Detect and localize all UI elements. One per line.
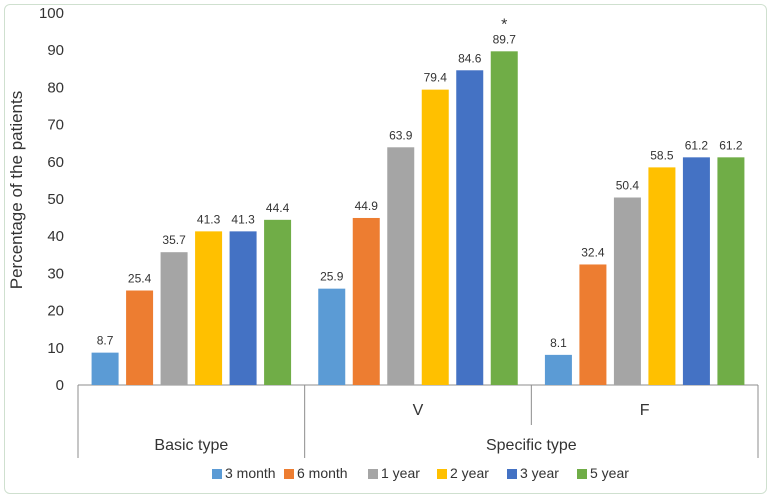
data-labels: 8.7 25.4 35.7 41.3 41.3 44.4 25.9 44.9 63.9 79.4 8…	[97, 16, 743, 350]
data-label: 89.7	[493, 32, 517, 46]
bar	[544, 354, 572, 385]
legend-swatch	[368, 469, 378, 479]
legend-swatch	[577, 469, 587, 479]
data-label: 44.9	[355, 199, 379, 213]
data-label: 63.9	[389, 128, 413, 142]
y-tick-label: 80	[47, 79, 64, 96]
data-label: 25.4	[128, 272, 152, 286]
bar	[456, 70, 484, 386]
category-label: V	[413, 402, 424, 419]
bar	[682, 157, 710, 385]
category-labels: V F Basic type Specific type	[154, 402, 649, 454]
data-label: 79.4	[424, 71, 448, 85]
legend-label: 2 year	[450, 465, 489, 481]
bar	[264, 219, 292, 385]
bar	[160, 252, 188, 385]
data-label: 8.1	[550, 336, 567, 350]
legend-swatch	[284, 469, 294, 479]
legend-swatch	[212, 469, 222, 479]
y-tick-label: 20	[47, 303, 64, 320]
data-label: 84.6	[458, 51, 482, 65]
bar	[613, 197, 641, 385]
y-tick-label: 10	[47, 340, 64, 357]
legend-swatch	[437, 469, 447, 479]
legend-label: 1 year	[381, 465, 420, 481]
bar	[648, 167, 676, 385]
y-tick-label: 0	[56, 377, 64, 394]
bar	[490, 51, 518, 385]
legend-label: 6 month	[297, 465, 348, 481]
data-label: 61.2	[685, 138, 709, 152]
data-label: 25.9	[320, 270, 344, 284]
data-label: 58.5	[650, 148, 674, 162]
bar	[91, 352, 119, 385]
y-axis-label: Percentage of the patients	[7, 91, 26, 289]
y-tick-label: 70	[47, 117, 64, 134]
category-label: F	[640, 402, 650, 419]
data-label: 44.4	[266, 201, 290, 215]
bar	[421, 89, 449, 385]
bar	[195, 231, 223, 385]
legend-label: 5 year	[590, 465, 629, 481]
legend-label: 3 year	[520, 465, 559, 481]
bar	[126, 290, 154, 385]
y-tick-label: 50	[47, 191, 64, 208]
data-label: 50.4	[616, 179, 640, 193]
y-tick-label: 90	[47, 42, 64, 59]
group-label: Basic type	[154, 437, 228, 454]
y-ticks: 0 10 20 30 40 50 60 70 80 90 100	[39, 5, 64, 394]
significance-marker: *	[501, 16, 507, 33]
bar	[579, 264, 607, 385]
y-tick-label: 100	[39, 5, 64, 22]
legend: 3 month 6 month 1 year 2 year 3 year 5 year	[212, 465, 629, 481]
y-tick-label: 60	[47, 154, 64, 171]
y-tick-label: 40	[47, 228, 64, 245]
legend-label: 3 month	[225, 465, 276, 481]
data-label: 41.3	[231, 212, 255, 226]
y-tick-label: 30	[47, 265, 64, 282]
bar	[717, 157, 745, 385]
data-label: 41.3	[197, 212, 221, 226]
bar	[229, 231, 257, 385]
data-label: 32.4	[581, 245, 605, 259]
bar	[387, 147, 415, 385]
data-label: 61.2	[719, 138, 743, 152]
bar	[318, 288, 346, 385]
legend-swatch	[507, 469, 517, 479]
bars	[91, 51, 745, 386]
axes	[77, 384, 759, 458]
group-label: Specific type	[486, 437, 577, 454]
data-label: 35.7	[162, 233, 186, 247]
bar	[352, 217, 380, 385]
data-label: 8.7	[97, 334, 114, 348]
